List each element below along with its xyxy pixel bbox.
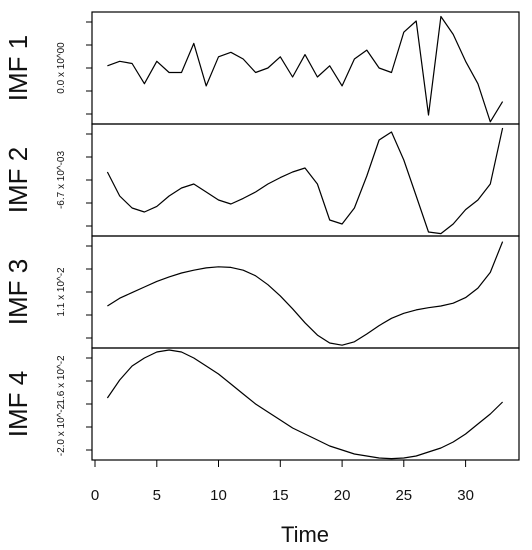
panel-frame-imf-1: [91, 11, 520, 125]
x-axis-layer: 0 5 10 15 20 25 30: [91, 460, 474, 504]
y-tick-label-imf-3: 1.1 x 10^-2: [56, 267, 67, 317]
x-tick-label: 5: [153, 487, 161, 504]
x-tick-label: 15: [272, 487, 289, 504]
panel-label-imf-1: IMF 1: [3, 35, 33, 101]
panel-imf-1: IMF 1: [3, 11, 520, 125]
x-tick-label: 0: [91, 487, 99, 504]
panel-frame-imf-3: [91, 235, 520, 349]
y-tick-label-imf-4: 1.6 x 10^-2: [56, 355, 67, 405]
panel-frame-imf-2: [91, 123, 520, 237]
series-line-imf-2: [106, 127, 504, 235]
x-axis-title: Time: [281, 522, 329, 547]
x-tick-label: 20: [334, 487, 351, 504]
series-line-imf-3: [107, 241, 504, 346]
panel-imf-2: IMF 2: [3, 123, 520, 237]
panel-imf-4: IMF 4: [3, 347, 520, 461]
y-tick-label-imf-2: -6.7 x 10^-03: [56, 151, 67, 209]
x-tick-label: 30: [457, 487, 474, 504]
panel-label-imf-3: IMF 3: [3, 259, 33, 325]
y-tick-label-imf-4: -2.0 x 10^-2: [56, 403, 67, 456]
series-line-imf-4: [106, 349, 504, 460]
x-tick-label: 25: [395, 487, 412, 504]
series-layer: [106, 15, 504, 460]
x-tick-label: 10: [210, 487, 227, 504]
y-tick-label-imf-1: 0.0 x 10^00: [56, 42, 67, 94]
y-axes-layer: 0.0 x 10^00 -6.7 x 10^-03 1.1 x 10^-2 1.6 x…: [56, 21, 92, 456]
panel-imf-3: IMF 3: [3, 235, 520, 349]
panel-frame-imf-4: [91, 347, 520, 461]
series-line-imf-1: [107, 15, 504, 123]
panel-label-imf-2: IMF 2: [3, 147, 33, 213]
panel-label-imf-4: IMF 4: [3, 371, 33, 437]
